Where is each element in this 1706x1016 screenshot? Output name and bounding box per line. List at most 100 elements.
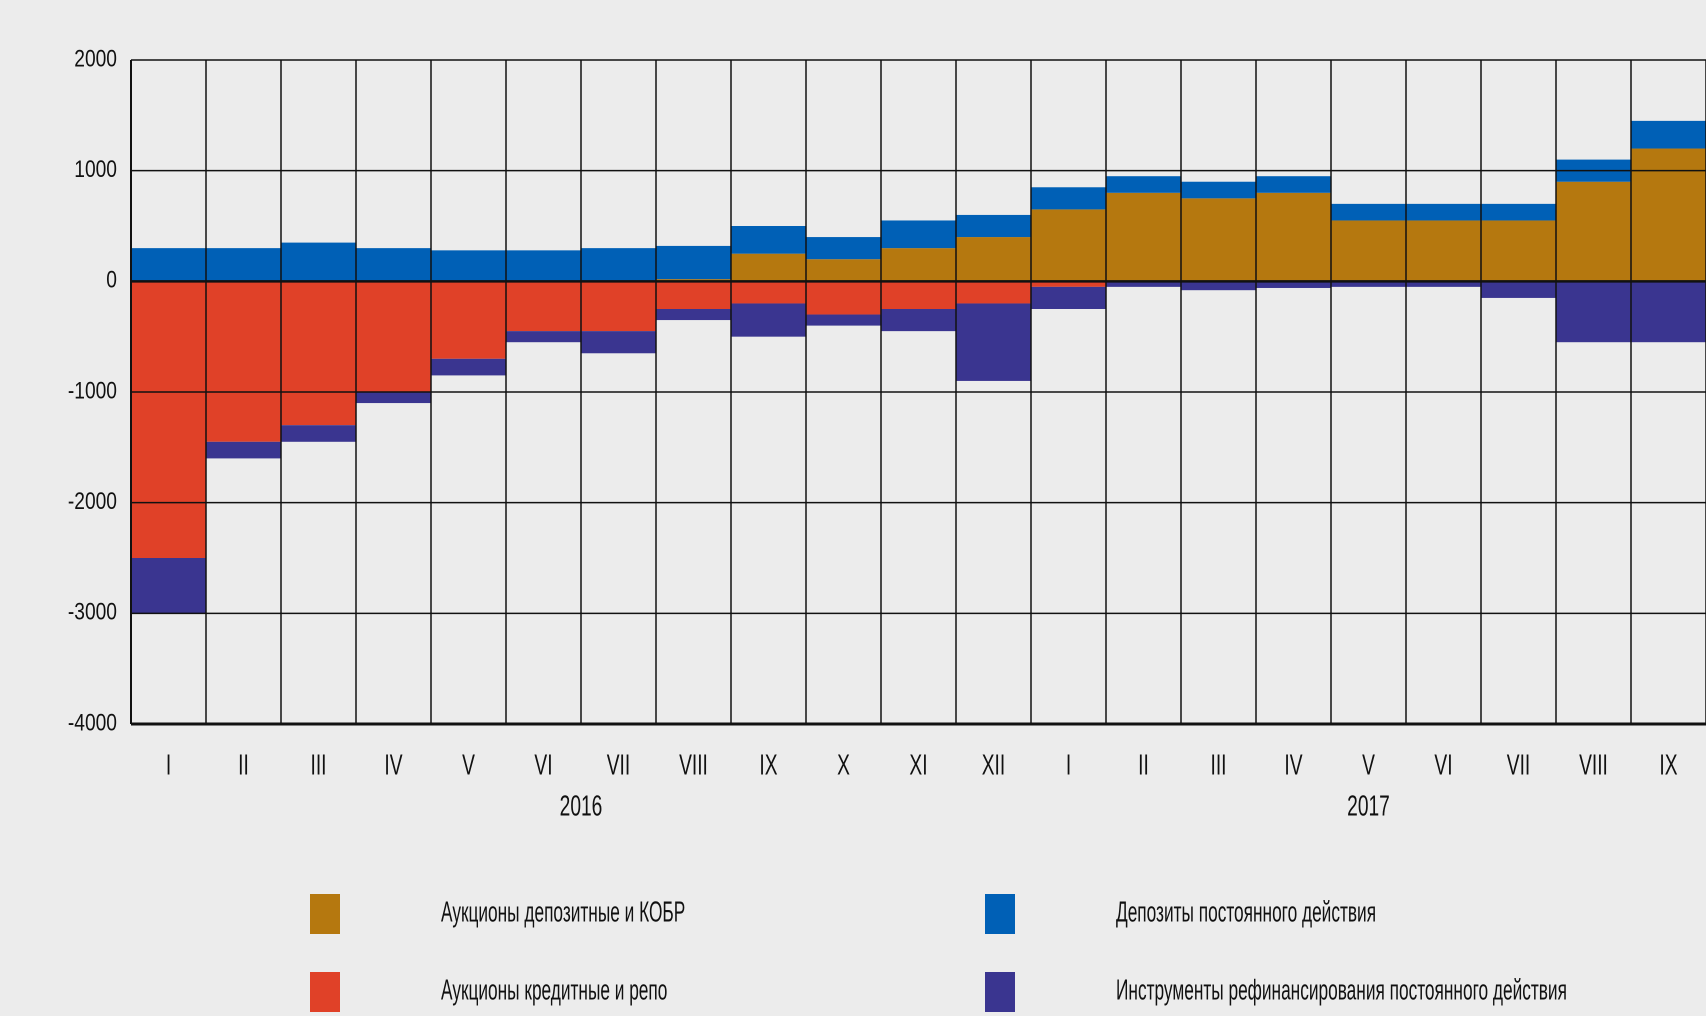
- bar-segment: [956, 303, 1032, 381]
- bar-segment: [1181, 281, 1257, 291]
- bar-segment: [1181, 181, 1257, 199]
- bar-segment: [806, 237, 882, 260]
- bar-segment: [1406, 220, 1482, 282]
- legend-swatch: [985, 972, 1015, 1012]
- y-tick-label: -2000: [68, 487, 117, 515]
- y-tick-label: 2000: [74, 44, 117, 72]
- bar-segment: [1031, 281, 1107, 287]
- bar-segment: [656, 309, 732, 321]
- bar-segment: [1031, 209, 1107, 282]
- bar-segment: [1106, 281, 1182, 287]
- bar-segment: [431, 281, 507, 359]
- bar-segment: [281, 242, 357, 282]
- bar-segment: [206, 441, 282, 459]
- bar-segment: [731, 253, 807, 282]
- x-tick-label: VIII: [679, 750, 708, 782]
- bar-segment: [956, 237, 1032, 282]
- bar-segment: [1106, 192, 1182, 282]
- bar-segment: [656, 281, 732, 309]
- bar-segment: [1331, 281, 1407, 287]
- x-tick-label: V: [462, 750, 475, 782]
- y-tick-label: -3000: [68, 598, 117, 626]
- bar-segment: [881, 248, 957, 282]
- legend-swatch: [310, 972, 340, 1012]
- x-tick-label: XII: [982, 750, 1005, 782]
- bar-segment: [131, 248, 207, 282]
- x-tick-label: II: [238, 750, 249, 782]
- bar-segment: [506, 250, 582, 282]
- bar-segment: [1331, 203, 1407, 221]
- bar-segment: [1481, 203, 1557, 221]
- bar-segment: [806, 314, 882, 326]
- x-tick-label: VIII: [1579, 750, 1608, 782]
- bar-segment: [956, 281, 1032, 304]
- x-tick-label: VII: [1507, 750, 1530, 782]
- x-tick-label: III: [1210, 750, 1226, 782]
- bar-segment: [581, 281, 657, 332]
- bar-segment: [956, 214, 1032, 238]
- bar-segment: [1406, 203, 1482, 221]
- bar-segment: [1031, 187, 1107, 210]
- legend-swatch: [985, 894, 1015, 934]
- bar-segment: [656, 245, 732, 280]
- bar-segment: [1481, 220, 1557, 282]
- bar-segment: [206, 248, 282, 282]
- bar-segment: [206, 281, 282, 442]
- bar-segment: [1106, 176, 1182, 193]
- bar-segment: [881, 220, 957, 249]
- bar-segment: [1406, 281, 1482, 287]
- bar-segment: [1631, 148, 1706, 282]
- x-tick-label: IX: [759, 750, 777, 782]
- bar-segment: [581, 248, 657, 282]
- bar-segment: [1331, 220, 1407, 282]
- bar-segment: [131, 558, 207, 614]
- bar-segment: [431, 358, 507, 376]
- legend-label: Аукционы депозитные и КОБР: [441, 897, 685, 929]
- bar-segment: [1181, 198, 1257, 282]
- bar-segment: [1631, 120, 1706, 149]
- bar-segment: [731, 281, 807, 304]
- x-tick-label: III: [310, 750, 326, 782]
- x-tick-label: I: [1066, 750, 1071, 782]
- x-tick-label: VII: [607, 750, 630, 782]
- bar-segment: [506, 281, 582, 332]
- legend-label: Инструменты рефинансирования постоянного…: [1116, 975, 1567, 1007]
- x-tick-label: VI: [534, 750, 552, 782]
- bar-segment: [506, 331, 582, 343]
- bar-segment: [881, 309, 957, 332]
- x-tick-label: IX: [1659, 750, 1677, 782]
- x-tick-label: V: [1362, 750, 1375, 782]
- x-tick-label: IV: [384, 750, 403, 782]
- year-label: 2017: [1347, 791, 1390, 823]
- x-tick-label: I: [166, 750, 171, 782]
- legend-label: Депозиты постоянного действия: [1116, 897, 1376, 929]
- y-tick-label: -1000: [68, 376, 117, 404]
- y-tick-label: -4000: [68, 708, 117, 736]
- x-tick-label: VI: [1434, 750, 1452, 782]
- x-tick-label: XI: [909, 750, 927, 782]
- y-tick-label: 1000: [74, 155, 117, 183]
- x-tick-label: IV: [1284, 750, 1303, 782]
- bar-segment: [1556, 281, 1632, 343]
- bar-segment: [731, 226, 807, 254]
- bar-segment: [1256, 192, 1332, 282]
- x-tick-label: II: [1138, 750, 1149, 782]
- bar-segment: [1631, 281, 1706, 343]
- bar-segment: [1031, 286, 1107, 309]
- bar-segment: [806, 259, 882, 282]
- bar-segment: [1556, 181, 1632, 282]
- y-tick-label: 0: [106, 266, 117, 294]
- bar-segment: [1256, 281, 1332, 288]
- bar-segment: [431, 250, 507, 282]
- bar-segment: [1481, 281, 1557, 298]
- bar-segment: [131, 281, 207, 558]
- bar-segment: [356, 248, 432, 282]
- x-tick-label: X: [837, 750, 850, 782]
- bar-segment: [356, 392, 432, 404]
- bar-segment: [881, 281, 957, 309]
- bar-segment: [281, 425, 357, 442]
- legend-swatch: [310, 894, 340, 934]
- bar-segment: [581, 331, 657, 354]
- legend-label: Аукционы кредитные и репо: [441, 975, 667, 1007]
